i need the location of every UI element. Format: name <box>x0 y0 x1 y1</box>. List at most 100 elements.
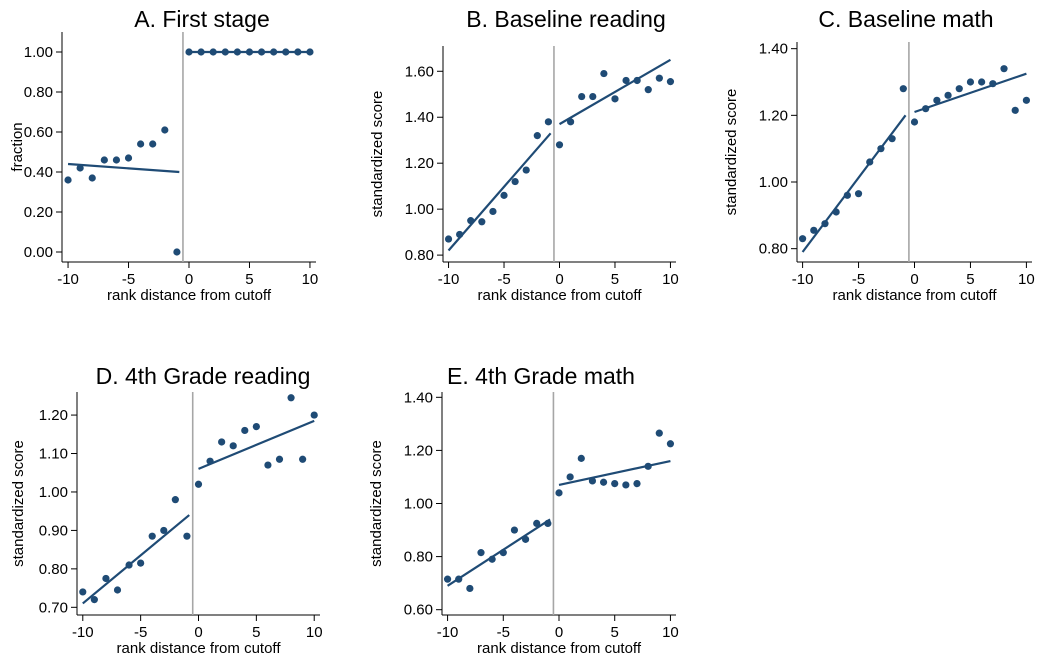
x-tick-label: 5 <box>245 271 253 288</box>
x-tick-label: -5 <box>852 271 865 288</box>
data-point <box>125 561 133 569</box>
fit-line <box>198 419 315 470</box>
panel-title: E. 4th Grade math <box>447 363 635 389</box>
data-point <box>555 489 563 497</box>
data-point <box>888 135 896 143</box>
y-tick-label: 0.80 <box>404 549 433 566</box>
fit-line <box>914 72 1027 114</box>
data-point <box>522 166 530 174</box>
data-point <box>798 235 807 243</box>
data-point <box>90 596 98 604</box>
fit-line <box>446 518 551 587</box>
y-tick-label: 0.70 <box>39 599 68 616</box>
data-point <box>821 220 829 228</box>
y-tick-label: 1.00 <box>24 44 53 61</box>
data-point <box>544 118 553 126</box>
y-tick-label: 1.00 <box>405 201 434 218</box>
data-point <box>488 555 496 563</box>
data-point <box>183 532 191 540</box>
data-point <box>966 78 975 86</box>
data-point <box>124 154 133 162</box>
data-point <box>899 85 907 93</box>
data-point <box>455 575 463 583</box>
chart-panel-4: D. 4th Grade reading 0.70 0.80 0.90 1.00 1.10… <box>10 363 323 657</box>
y-tick-label: 1.20 <box>404 442 433 459</box>
y-tick-label: 0.40 <box>24 164 53 181</box>
data-point <box>282 48 290 56</box>
data-point <box>171 496 179 504</box>
x-tick-label: 0 <box>555 271 563 288</box>
data-point <box>185 48 193 56</box>
y-tick-label: 1.60 <box>405 63 434 80</box>
chart-panel-3: C. Baseline math 0.80 1.00 1.20 1.40 -10 -5 0 5 1… <box>723 6 1035 304</box>
x-tick-label: -10 <box>792 271 814 288</box>
data-point <box>944 91 952 99</box>
data-point <box>443 575 452 583</box>
panel-title: A. First stage <box>134 6 269 32</box>
y-tick-label: 1.40 <box>405 109 434 126</box>
data-point <box>600 69 608 78</box>
data-point <box>843 191 851 199</box>
data-point <box>252 423 260 431</box>
y-tick-label: 0.80 <box>405 247 434 264</box>
data-point <box>633 76 641 85</box>
data-point <box>955 85 963 93</box>
data-point <box>566 118 575 126</box>
data-point <box>197 48 205 56</box>
data-point <box>644 86 652 94</box>
y-tick-label: 1.20 <box>759 107 788 124</box>
data-point <box>611 95 619 103</box>
fit-line <box>558 58 672 126</box>
y-tick-label: 1.40 <box>404 389 433 406</box>
x-tick-label: 0 <box>555 624 563 641</box>
x-tick-label: 5 <box>611 624 619 641</box>
data-point <box>666 440 675 448</box>
fit-line <box>67 162 180 174</box>
y-tick-label: 1.00 <box>404 496 433 513</box>
x-tick-label: 5 <box>966 271 974 288</box>
data-point <box>644 462 652 470</box>
data-point <box>599 478 608 486</box>
data-point <box>521 535 530 543</box>
data-point <box>922 105 930 113</box>
x-tick-label: -5 <box>122 271 135 288</box>
x-tick-label: 10 <box>306 624 323 641</box>
data-point <box>149 140 157 148</box>
data-point <box>989 80 997 88</box>
data-point <box>294 48 302 56</box>
y-axis-label: standardized score <box>369 91 386 218</box>
data-point <box>88 174 96 182</box>
x-tick-label: 10 <box>302 271 319 288</box>
x-tick-label: 10 <box>662 624 679 641</box>
x-axis-label: rank distance from cutoff <box>477 640 642 657</box>
data-point <box>76 164 84 172</box>
x-tick-label: 0 <box>910 271 918 288</box>
data-point <box>287 394 295 402</box>
y-tick-label: 0.80 <box>24 84 53 101</box>
fit-line <box>801 114 907 253</box>
data-point <box>233 48 241 56</box>
fit-line <box>558 459 671 486</box>
panel-title: C. Baseline math <box>818 6 993 32</box>
data-point <box>102 574 110 583</box>
data-point <box>933 96 941 104</box>
data-point <box>194 480 203 488</box>
x-tick-label: -10 <box>438 271 460 288</box>
data-point <box>533 132 541 140</box>
x-tick-label: -10 <box>437 624 459 641</box>
data-point <box>245 48 254 56</box>
data-point <box>113 586 122 594</box>
data-point <box>500 191 508 199</box>
x-axis-label: rank distance from cutoff <box>833 287 998 304</box>
data-point <box>209 48 217 56</box>
data-point <box>270 48 278 56</box>
data-point <box>566 473 574 481</box>
data-point <box>655 74 663 82</box>
y-tick-label: 1.20 <box>405 155 434 172</box>
data-point <box>466 584 474 593</box>
data-point <box>218 438 226 446</box>
data-point <box>1000 65 1008 73</box>
x-axis-label: rank distance from cutoff <box>478 287 643 304</box>
chart-panel-2: B. Baseline reading 0.80 1.00 1.20 1.40 1.60 -… <box>369 6 679 304</box>
x-tick-label: -5 <box>497 271 510 288</box>
